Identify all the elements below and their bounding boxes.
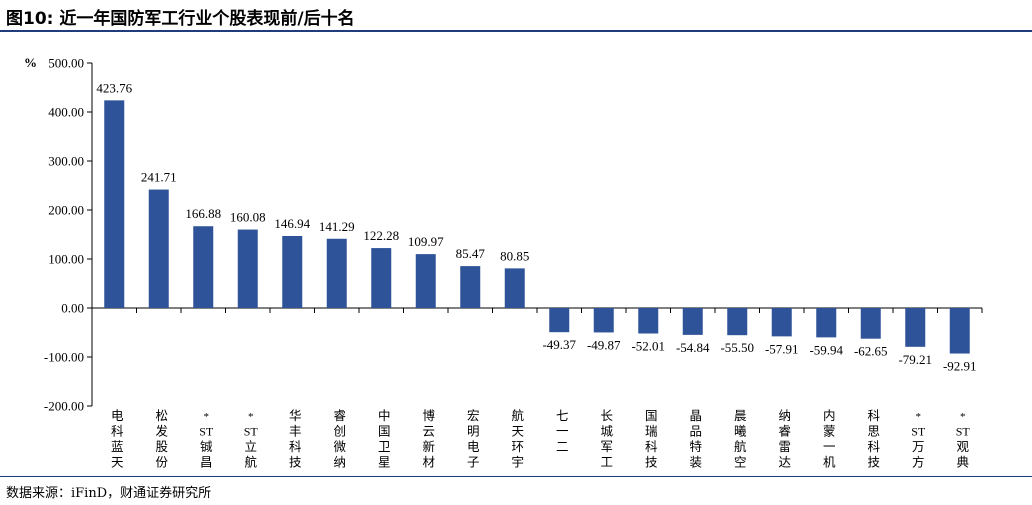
y-tick-label: 0.00 (61, 301, 84, 316)
data-label: -62.65 (854, 344, 888, 359)
x-tick-label: 睿创微纳 (333, 408, 346, 470)
y-tick-label: 500.00 (48, 56, 84, 71)
x-tick-label: 晶品特装 (689, 409, 702, 470)
footer-rule (0, 476, 1032, 477)
x-tick-label: * ST 万方 (911, 411, 926, 470)
data-label: 109.97 (408, 234, 444, 249)
x-tick-label: 七一二 (556, 409, 569, 454)
y-tick-label: 200.00 (48, 203, 84, 218)
data-label: 241.71 (141, 170, 177, 185)
source-note: 数据来源：iFinD，财通证券研究所 (6, 486, 212, 501)
bar (638, 308, 659, 334)
y-axis-unit: % (24, 55, 37, 70)
chart-category-labels: 电科蓝天 松发股份 * ST 铖昌 * ST 立航 华丰科技 睿创微纳 中国卫星 博云新材 宏明电子 航天… (111, 408, 970, 470)
bar (104, 100, 125, 308)
bar (949, 308, 970, 354)
data-label: 160.08 (230, 210, 266, 225)
bar (727, 308, 748, 336)
data-label: 85.47 (456, 246, 486, 261)
x-tick-label: * ST 立航 (244, 411, 259, 470)
x-tick-label: 内蒙一机 (823, 409, 836, 470)
bar (371, 248, 392, 308)
x-tick-label: 长城军工 (600, 409, 613, 470)
bar-chart: 500.00 400.00 300.00 200.00 100.00 0.00 -100.0… (24, 55, 983, 470)
bar (504, 268, 525, 308)
data-label: 166.88 (185, 206, 221, 221)
data-label: -57.91 (765, 341, 799, 356)
x-tick-label: * ST 铖昌 (199, 411, 214, 470)
data-label: -79.21 (898, 352, 932, 367)
x-tick-label: 松发股份 (155, 409, 168, 470)
bar (682, 308, 703, 335)
chart-bars (104, 100, 970, 354)
data-label: 423.76 (96, 80, 132, 95)
data-label: -55.50 (720, 340, 754, 355)
data-label: -92.91 (943, 359, 977, 374)
data-label: 122.28 (363, 228, 399, 243)
bar (326, 238, 347, 308)
x-tick-label: 科思科技 (867, 409, 880, 470)
data-label: -52.01 (631, 338, 665, 353)
x-tick-label: 中国卫星 (378, 408, 391, 470)
bar (816, 308, 837, 338)
bar (771, 308, 792, 337)
y-tick-label: -200.00 (44, 399, 84, 414)
x-tick-label: 宏明电子 (467, 408, 480, 470)
title-rule (0, 30, 1032, 32)
bar (193, 226, 214, 308)
data-label: 146.94 (274, 216, 310, 231)
data-label: -49.87 (587, 337, 621, 352)
data-label: 80.85 (500, 248, 529, 263)
bar (282, 235, 303, 308)
bar (415, 254, 436, 308)
y-tick-label: 400.00 (48, 105, 84, 120)
data-label: -59.94 (809, 342, 843, 357)
x-tick-label: 华丰科技 (289, 408, 302, 470)
bar (460, 266, 481, 308)
x-tick-label: 国瑞科技 (645, 409, 658, 470)
bar (549, 308, 570, 333)
bar (860, 308, 881, 339)
chart-value-labels: 423.76 241.71 166.88 160.08 146.94 141.29 122.… (96, 80, 976, 373)
y-tick-label: -100.00 (44, 350, 84, 365)
bar (148, 189, 169, 308)
x-tick-label: 纳睿雷达 (778, 409, 791, 470)
x-tick-label: * ST 观典 (956, 411, 971, 470)
data-label: 141.29 (319, 219, 355, 234)
x-tick-label: 博云新材 (422, 408, 435, 470)
figure-title: 图10: 近一年国防军工行业个股表现前/后十名 (6, 9, 355, 29)
bar (237, 229, 258, 308)
bar (905, 308, 926, 347)
y-tick-label: 100.00 (48, 252, 84, 267)
bar (593, 308, 614, 333)
data-label: -49.37 (542, 337, 576, 352)
y-tick-label: 300.00 (48, 154, 84, 169)
x-tick-label: 航天环宇 (511, 408, 524, 470)
x-tick-label: 电科蓝天 (111, 409, 124, 470)
data-label: -54.84 (676, 340, 710, 355)
x-tick-label: 晨曦航空 (734, 409, 747, 470)
